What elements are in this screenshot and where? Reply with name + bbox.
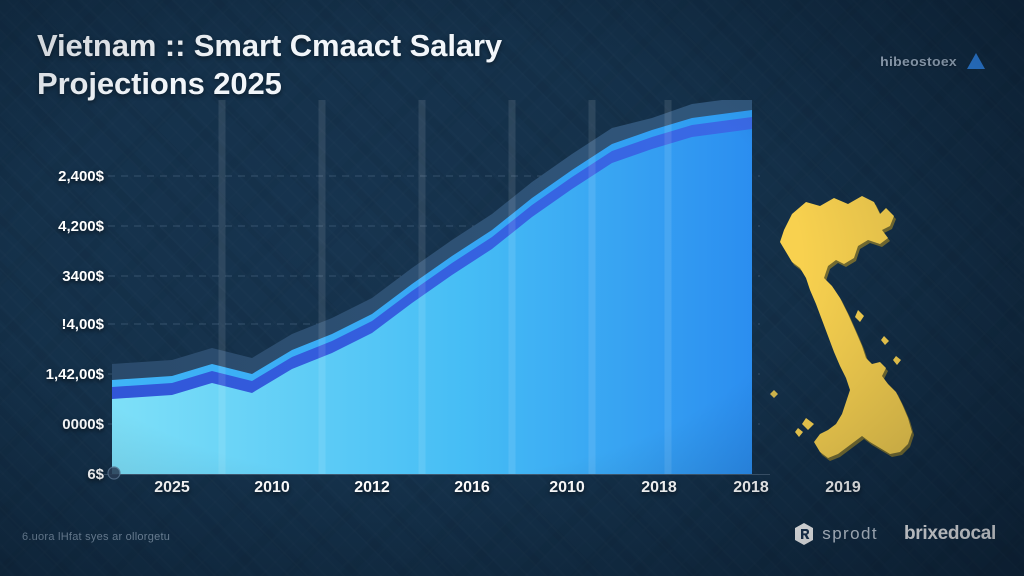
y-tick-2: 3400$ [62, 268, 104, 285]
vietnam-map-shape [770, 196, 914, 461]
map-island-3 [893, 356, 901, 365]
map-island-5 [795, 428, 803, 437]
vietnam-map [770, 196, 914, 461]
footer-brands: sprodt brixedocal [793, 522, 996, 546]
footer-brand-sprodt: sprodt [793, 522, 878, 546]
hexagon-badge-icon [795, 523, 814, 545]
y-tick-5: 0000$ [62, 416, 104, 433]
map-island-1 [855, 310, 864, 322]
x-tick-0: 2025 [154, 479, 190, 496]
x-tick-4: 2010 [549, 479, 585, 496]
x-tick-5: 2018 [641, 479, 677, 496]
map-island-2 [881, 336, 889, 345]
y-tick-1: 4,200$ [58, 218, 104, 235]
y-tick-6: 6$ [87, 466, 104, 483]
footer-brand-sprodt-label: sprodt [822, 524, 878, 543]
triangle-up-icon [967, 53, 985, 69]
vietnam-silhouette [780, 196, 912, 458]
page-title: Vietnam :: Smart Cmaact Salary Projectio… [37, 28, 503, 102]
y-tick-0: 2,400$ [58, 168, 104, 185]
y-tick-4: 1,42,00$ [45, 366, 104, 383]
top-right-brand-label: hibeostoex [880, 53, 957, 69]
footer-brand-brixedocal: brixedocal [904, 523, 996, 545]
y-tick-3: !4,00$ [61, 316, 104, 333]
footer-note: 6.uora lHfat syes ar ollorgetu [22, 530, 171, 544]
area-band-base [112, 129, 752, 474]
top-right-brand: hibeostoex [880, 52, 986, 70]
x-tick-1: 2010 [254, 479, 290, 496]
y-axis-labels: 2,400$ 4,200$ 3400$ !4,00$ 1,42,00$ 0000… [0, 0, 104, 576]
map-island-4 [802, 418, 814, 430]
map-island-6 [770, 390, 778, 398]
area-bands [112, 100, 752, 474]
x-tick-6: 2018 [733, 479, 769, 496]
origin-marker [107, 466, 121, 480]
footer-brand-brixedocal-label: brixedocal [903, 523, 996, 544]
x-tick-2: 2012 [354, 479, 390, 496]
x-tick-7: 2019 [825, 479, 861, 496]
column-separators [218, 100, 672, 474]
x-tick-3: 2016 [454, 479, 490, 496]
